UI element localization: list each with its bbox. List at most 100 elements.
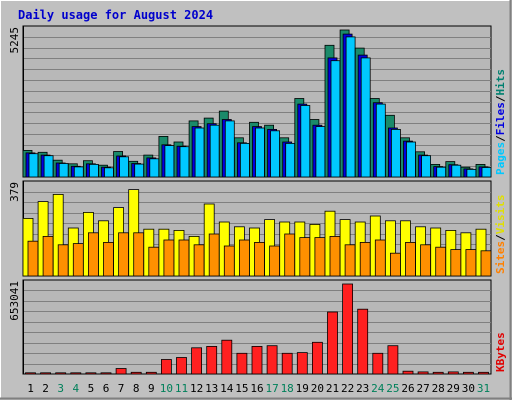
- legend-entry: Sites: [494, 241, 507, 274]
- x-tick-label-day-7: 7: [118, 382, 125, 395]
- x-tick-label-day-4: 4: [72, 382, 79, 395]
- bar-sites-day-2: [42, 235, 54, 277]
- x-tick-label-day-10: 10: [160, 382, 173, 395]
- x-tick-label-day-17: 17: [265, 382, 278, 395]
- bar-pages-day-25: [390, 128, 401, 178]
- x-tick-label-day-24: 24: [371, 382, 385, 395]
- bar-pages-day-15: [239, 142, 250, 178]
- bar-sites-day-7: [118, 232, 129, 277]
- bar-kbytes-day-8: [130, 371, 142, 375]
- x-tick-label-day-9: 9: [148, 382, 155, 395]
- x-tick-label-day-22: 22: [341, 382, 354, 395]
- bar-sites-day-30: [465, 249, 477, 277]
- bar-sites-day-16: [254, 241, 265, 277]
- bar-sites-day-8: [133, 232, 145, 277]
- bar-kbytes-day-12: [191, 347, 203, 375]
- bar-sites-day-9: [148, 246, 160, 277]
- x-tick-label-day-3: 3: [57, 382, 64, 395]
- legend-entry: Hits: [494, 69, 507, 96]
- x-tick-label-day-16: 16: [250, 382, 263, 395]
- bar-sites-day-29: [450, 249, 462, 277]
- bar-kbytes-day-18: [281, 352, 293, 375]
- bar-pages-day-3: [58, 163, 69, 178]
- bar-kbytes-day-3: [55, 372, 67, 375]
- bar-pages-day-23: [360, 57, 371, 178]
- bar-kbytes-day-9: [145, 371, 157, 375]
- panel-kbytes: 653041 KBytes: [8, 279, 507, 375]
- chart-title: Daily usage for August 2024: [18, 8, 213, 22]
- bar-pages-day-4: [73, 166, 84, 178]
- bar-pages-day-24: [375, 103, 386, 178]
- bar-pages-day-7: [119, 156, 129, 178]
- bar-sites-day-26: [405, 241, 416, 277]
- x-tick-label-day-27: 27: [416, 382, 429, 395]
- bar-kbytes-day-19: [296, 352, 308, 375]
- x-tick-label-day-5: 5: [88, 382, 95, 395]
- bar-kbytes-day-25: [387, 345, 399, 375]
- legend: Pages/Files/Hits: [494, 69, 507, 175]
- x-tick-label-day-1: 1: [27, 382, 34, 395]
- bar-pages-day-22: [345, 36, 356, 178]
- legend-entry: /: [494, 95, 507, 102]
- bar-pages-day-8: [134, 163, 145, 178]
- bar-sites-day-31: [480, 250, 492, 277]
- bar-sites-day-6: [103, 241, 114, 277]
- bar-sites-day-17: [269, 245, 281, 277]
- bar-kbytes-day-27: [417, 371, 429, 375]
- bar-sites-day-22: [344, 244, 356, 277]
- bar-kbytes-day-22: [342, 283, 354, 375]
- bar-sites-day-23: [359, 241, 371, 277]
- bar-sites-day-25: [389, 252, 401, 277]
- bar-pages-day-1: [28, 153, 39, 178]
- x-tick-label-day-29: 29: [447, 382, 460, 395]
- panel-visits-sites: 379 Sites/Visits: [8, 180, 507, 277]
- bar-kbytes-day-28: [432, 371, 444, 375]
- x-tick-label-day-28: 28: [432, 382, 445, 395]
- x-tick-label-day-18: 18: [281, 382, 294, 395]
- x-tick-label-day-15: 15: [235, 382, 248, 395]
- bar-pages-day-6: [104, 167, 114, 178]
- bar-kbytes-day-11: [176, 357, 187, 375]
- bar-sites-day-4: [72, 243, 84, 277]
- bar-kbytes-day-1: [25, 372, 36, 375]
- bar-pages-day-18: [285, 142, 296, 178]
- bar-pages-day-31: [481, 167, 492, 178]
- legend-entry: Visits: [494, 195, 507, 235]
- bar-sites-day-3: [57, 244, 69, 277]
- x-tick-label-day-12: 12: [190, 382, 203, 395]
- bar-kbytes-day-20: [311, 341, 323, 375]
- bar-kbytes-day-17: [266, 345, 278, 375]
- legend-entry: Pages: [494, 142, 507, 175]
- bar-sites-day-19: [299, 237, 311, 277]
- x-tick-label-day-6: 6: [103, 382, 110, 395]
- bar-sites-day-24: [374, 239, 386, 277]
- bar-kbytes-day-7: [115, 368, 127, 375]
- x-tick-label-day-23: 23: [356, 382, 369, 395]
- x-tick-label-day-25: 25: [386, 382, 399, 395]
- y-max-label: 379: [8, 182, 21, 202]
- bar-pages-day-27: [421, 155, 432, 178]
- x-tick-label-day-20: 20: [311, 382, 324, 395]
- bar-sites-day-27: [420, 244, 432, 277]
- bar-kbytes-day-14: [221, 339, 233, 375]
- bar-sites-day-5: [88, 232, 99, 277]
- x-tick-label-day-8: 8: [133, 382, 140, 395]
- bar-pages-day-30: [466, 168, 477, 178]
- bar-pages-day-21: [330, 60, 341, 178]
- x-tick-label-day-11: 11: [175, 382, 188, 395]
- x-tick-label-day-14: 14: [220, 382, 234, 395]
- bar-pages-day-13: [209, 124, 220, 178]
- bar-sites-day-15: [238, 239, 250, 277]
- legend: KBytes: [494, 332, 507, 372]
- bar-sites-day-1: [27, 240, 39, 277]
- bar-kbytes-day-24: [372, 352, 384, 375]
- bar-pages-day-26: [406, 141, 416, 178]
- bar-kbytes-day-15: [236, 352, 248, 375]
- bar-pages-day-9: [149, 158, 160, 178]
- chart-panels: 5245Pages/Files/Hits379Sites/Visits65304…: [8, 25, 507, 375]
- legend-entry: KBytes: [494, 332, 507, 372]
- x-tick-label-day-30: 30: [462, 382, 475, 395]
- x-tick-label-day-21: 21: [326, 382, 339, 395]
- bar-pages-day-14: [224, 120, 235, 178]
- legend: Sites/Visits: [494, 195, 507, 275]
